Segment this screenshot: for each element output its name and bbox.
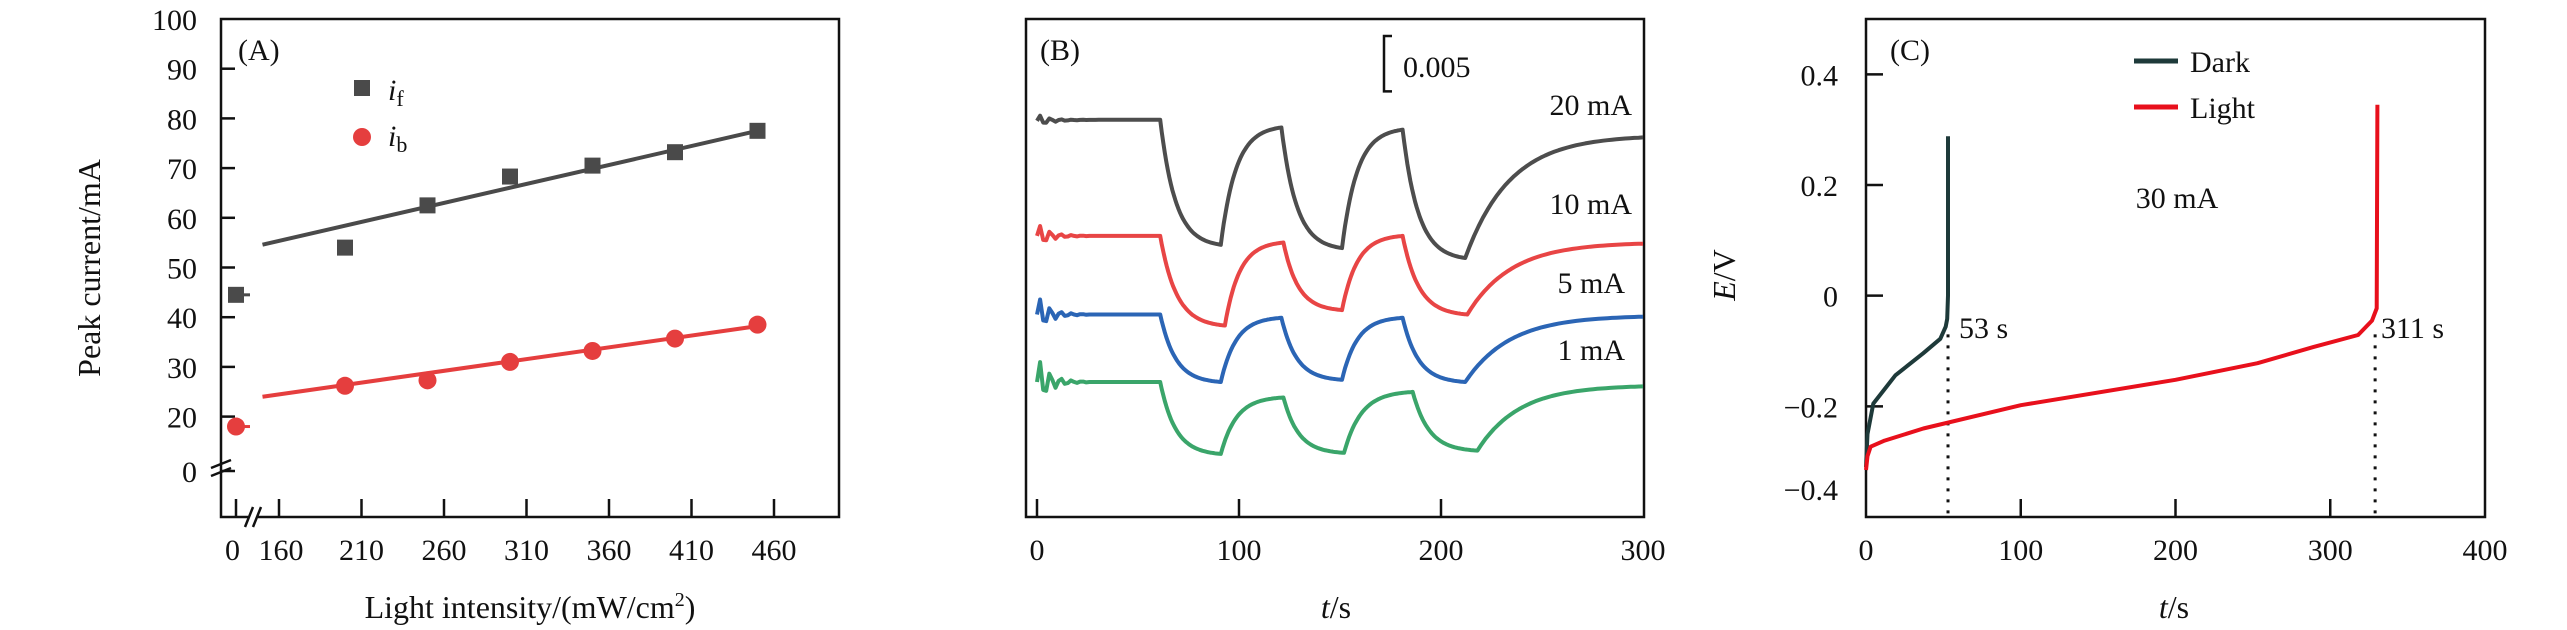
x-tick-label: 0 [1030, 534, 1045, 567]
series-line-5-ma [1035, 297, 1644, 384]
legend-square-marker [354, 80, 370, 96]
legend-circle-marker [353, 128, 371, 146]
x-tick-label: 0 [1859, 534, 1874, 567]
x-tick-label: 260 [422, 534, 467, 567]
data-point-b [748, 315, 767, 334]
legend-label-if: if [388, 74, 404, 111]
y-tick-label: 40 [167, 302, 197, 335]
panel-a: (A) Peak current/mA Light intensity/(mW/… [71, 4, 841, 625]
time-label-dark: 53 s [1959, 312, 2008, 345]
x-axis-break-icon [243, 506, 263, 528]
y-tick-label: 80 [167, 103, 197, 136]
panel-c-frame [1864, 17, 2487, 519]
panel-b: (B) 0.005 t/s 0 100 200 300 20 mA 10 mA 5 mA 1 … [1024, 17, 1666, 625]
x-tick-label: 200 [1419, 534, 1464, 567]
y-tick-label: 0 [182, 456, 197, 489]
current-annotation: 30 mA [2136, 182, 2219, 215]
y-tick-label: 90 [167, 54, 197, 87]
x-tick-label: 460 [752, 534, 797, 567]
panel-c-legend: Dark Light [2134, 46, 2256, 125]
panel-b-frame [1024, 17, 1646, 519]
x-tick-label: 300 [1621, 534, 1666, 567]
series-line-1-ma [1035, 360, 1644, 456]
data-point-b [336, 376, 354, 395]
panel-c-x-axis-title: t/s [2159, 589, 2189, 625]
y-tick-label: 0.4 [1801, 59, 1839, 92]
data-point-b [666, 329, 684, 348]
panel-a-x-axis-title: Light intensity/(mW/cm2) [365, 589, 696, 625]
y-tick-label: 70 [167, 153, 197, 186]
x-tick-label: 360 [587, 534, 632, 567]
data-point-b [501, 352, 519, 371]
panel-a-marks: 0 20 30 40 50 60 70 80 90 100 0 160 210 260 310 360 410 4… [152, 4, 797, 567]
y-tick-label: 100 [152, 4, 197, 37]
data-point-b [227, 417, 245, 436]
x-tick-label: 310 [504, 534, 549, 567]
panel-c: (C) E/V t/s 30 mA Dark Light −0.4 −0.2 0 0.… [1706, 17, 2508, 625]
series-label-1-ma: 1 mA [1558, 334, 1626, 367]
x-tick-label: 100 [1998, 534, 2043, 567]
panel-a-y-axis-title: Peak current/mA [71, 159, 107, 377]
time-label-light: 311 s [2381, 312, 2444, 345]
x-tick-label: 100 [1217, 534, 1262, 567]
x-axis-break-gap [248, 514, 258, 520]
y-tick-label: −0.2 [1784, 391, 1838, 424]
legend-label-light: Light [2190, 92, 2256, 125]
scale-bar-label: 0.005 [1403, 51, 1471, 84]
y-tick-label: 50 [167, 253, 197, 286]
panel-c-label: (C) [1890, 34, 1930, 67]
panel-a-legend: if ib [353, 74, 407, 157]
x-tick-label: 200 [2153, 534, 2198, 567]
series-label-5-ma: 5 mA [1558, 267, 1626, 300]
x-tick-label: 400 [2463, 534, 2508, 567]
panel-b-marks: 0 100 200 300 20 mA 10 mA 5 mA 1 mA [1030, 89, 1666, 567]
panel-a-frame [219, 17, 841, 519]
series-line-20-ma [1035, 113, 1644, 260]
fit-line-f [262, 128, 758, 247]
data-point-f [337, 239, 353, 256]
series-label-10-ma: 10 mA [1550, 188, 1633, 221]
x-tick-label: 160 [259, 534, 304, 567]
scale-bar [1382, 34, 1392, 93]
series-label-20-ma: 20 mA [1550, 89, 1633, 122]
data-point-f [419, 197, 436, 214]
y-tick-label: −0.4 [1784, 474, 1838, 507]
y-tick-label: 0 [1823, 281, 1838, 314]
x-tick-label: 210 [339, 534, 384, 567]
data-point-f [584, 157, 601, 174]
data-point-b [418, 371, 437, 390]
y-tick-label: 20 [167, 402, 197, 435]
x-tick-label: 300 [2308, 534, 2353, 567]
series-line-light [1864, 104, 2380, 471]
panel-c-y-axis-title: E/V [1706, 249, 1742, 302]
data-point-f [228, 286, 244, 303]
panel-b-label: (B) [1040, 34, 1080, 67]
x-tick-label: 410 [669, 534, 714, 567]
y-tick-label: 0.2 [1801, 170, 1839, 203]
panel-a-label: (A) [238, 34, 280, 67]
legend-label-dark: Dark [2190, 46, 2250, 79]
data-point-f [502, 168, 518, 185]
panel-b-x-axis-title: t/s [1321, 589, 1351, 625]
y-axis-break-icon [210, 458, 232, 478]
x-tick-label: 0 [225, 534, 240, 567]
legend-label-ib: ib [388, 120, 407, 157]
panel-c-marks: −0.4 −0.2 0 0.2 0.4 0 100 200 300 400 53 s 311 s [1784, 59, 2508, 567]
data-point-f [667, 144, 683, 161]
y-tick-label: 60 [167, 203, 197, 236]
series-line-dark [1864, 136, 1950, 468]
data-point-f [749, 122, 766, 139]
series-line-10-ma [1035, 224, 1644, 328]
y-tick-label: 30 [167, 352, 197, 385]
data-point-b [583, 341, 602, 360]
